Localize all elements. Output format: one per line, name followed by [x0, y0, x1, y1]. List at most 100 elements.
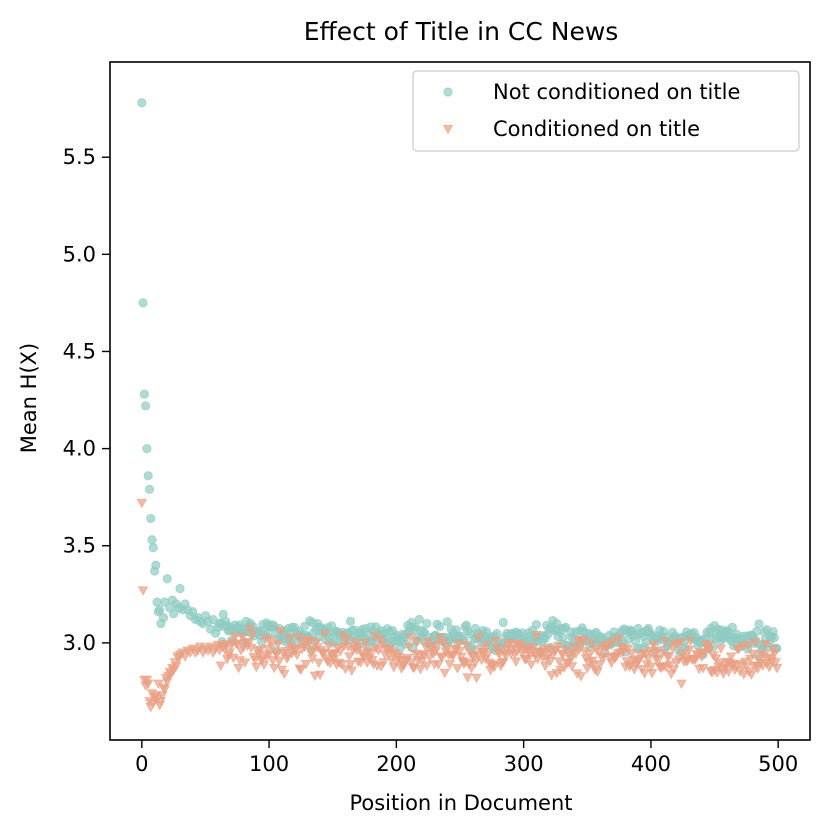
data-point-triangle — [570, 649, 582, 660]
legend-marker-circle — [443, 87, 453, 97]
data-point-triangle — [588, 660, 599, 671]
data-point-triangle — [497, 657, 509, 668]
data-point-circle — [137, 98, 147, 108]
legend-label: Not conditioned on title — [493, 80, 740, 104]
data-point-triangle — [454, 646, 466, 657]
data-point-circle — [754, 619, 764, 629]
data-point-triangle — [314, 670, 326, 681]
data-point-triangle — [438, 638, 449, 648]
data-point-triangle — [525, 660, 537, 670]
data-point-triangle — [239, 658, 251, 668]
data-point-triangle — [683, 645, 695, 656]
y-axis: 3.0 3.5 4.0 4.5 5.0 5.5 — [63, 145, 110, 655]
data-point-triangle — [258, 660, 270, 670]
data-point-triangle — [365, 648, 377, 659]
data-point-triangle — [622, 644, 634, 655]
data-point-triangle — [233, 663, 244, 674]
data-point-triangle — [343, 652, 355, 662]
data-point-triangle — [639, 669, 650, 679]
data-point-circle — [158, 613, 169, 623]
data-point-triangle — [275, 626, 286, 637]
data-point-circle — [531, 620, 541, 630]
data-point-triangle — [310, 638, 322, 648]
x-tick-label: 200 — [376, 752, 416, 776]
data-point-triangle — [411, 637, 423, 647]
data-point-triangle — [746, 670, 757, 680]
data-point-triangle — [406, 657, 417, 668]
data-point-triangle — [441, 642, 453, 653]
data-point-triangle — [300, 660, 312, 670]
data-point-triangle — [607, 637, 619, 648]
data-point-circle — [138, 298, 148, 308]
data-point-triangle — [273, 656, 285, 667]
data-point-triangle — [137, 586, 149, 596]
data-point-triangle — [170, 662, 182, 672]
data-point-triangle — [575, 672, 587, 682]
data-point-triangle — [646, 668, 658, 679]
data-point-circle — [208, 614, 218, 625]
data-point-triangle — [439, 668, 451, 679]
data-point-triangle — [664, 660, 676, 671]
data-point-triangle — [770, 658, 781, 668]
data-point-triangle — [769, 649, 780, 659]
data-point-triangle — [653, 655, 664, 666]
data-point-triangle — [592, 667, 603, 678]
data-point-triangle — [704, 645, 715, 656]
data-point-triangle — [466, 663, 477, 674]
data-point-triangle — [378, 658, 389, 668]
data-point-triangle — [215, 661, 227, 672]
data-point-circle — [143, 471, 153, 481]
y-tick-label: 4.0 — [63, 437, 96, 461]
data-point-triangle — [747, 649, 759, 660]
data-point-circle — [142, 443, 152, 454]
data-point-triangle — [299, 642, 311, 653]
data-point-triangle — [674, 638, 686, 649]
data-point-triangle — [723, 667, 734, 678]
data-point-triangle — [266, 641, 277, 651]
data-point-triangle — [346, 666, 358, 677]
data-point-triangle — [539, 661, 551, 672]
legend: Not conditioned on title Conditioned on t… — [412, 70, 800, 152]
data-point-triangle — [742, 640, 753, 651]
y-axis-label: Mean H(X) — [17, 343, 41, 453]
plot-frame — [109, 61, 811, 741]
data-point-circle — [435, 621, 445, 632]
data-point-triangle — [553, 657, 565, 667]
data-point-triangle — [444, 660, 456, 670]
x-tick-label: 100 — [249, 752, 289, 776]
data-point-circle — [152, 597, 162, 607]
data-point-circle — [162, 574, 172, 584]
legend-marker-triangle — [442, 124, 454, 135]
data-point-triangle — [663, 652, 675, 663]
series-layer — [136, 98, 783, 713]
data-point-triangle — [323, 641, 335, 651]
data-point-triangle — [584, 650, 596, 660]
data-point-triangle — [760, 639, 771, 650]
y-tick-label: 3.0 — [63, 631, 96, 655]
data-point-triangle — [243, 638, 255, 649]
data-point-triangle — [319, 629, 331, 640]
data-point-circle — [169, 609, 179, 619]
data-point-triangle — [272, 639, 284, 650]
series-1 — [137, 98, 782, 661]
data-point-triangle — [510, 657, 522, 667]
data-point-triangle — [436, 653, 448, 663]
data-point-triangle — [354, 642, 365, 653]
chart-title: Effect of Title in CC News — [304, 17, 619, 46]
x-tick-label: 400 — [631, 752, 671, 776]
data-point-triangle — [431, 641, 443, 651]
x-axis-label: Position in Document — [349, 791, 572, 815]
data-point-triangle — [730, 661, 742, 672]
data-point-triangle — [433, 660, 444, 670]
data-point-triangle — [626, 649, 638, 659]
series-2 — [136, 498, 783, 713]
data-point-triangle — [738, 670, 750, 680]
data-point-circle — [139, 389, 149, 399]
y-tick-label: 5.0 — [63, 242, 96, 266]
data-point-triangle — [251, 662, 262, 673]
data-point-triangle — [271, 650, 283, 660]
data-point-triangle — [697, 664, 709, 674]
data-point-circle — [558, 632, 568, 643]
data-point-triangle — [335, 647, 346, 657]
data-point-triangle — [159, 685, 171, 695]
